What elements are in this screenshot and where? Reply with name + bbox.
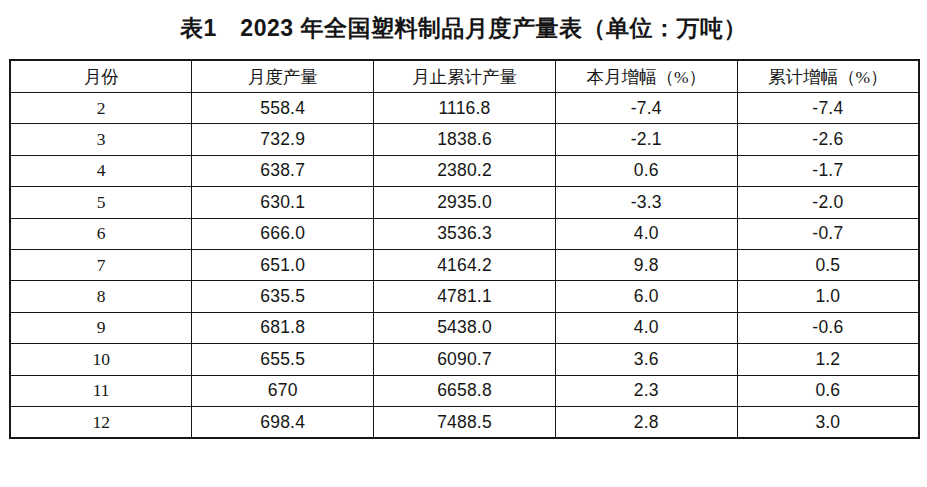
table-row: 4638.72380.20.6-1.7 — [10, 155, 919, 186]
cell-monthly-growth-pct: 6.0 — [555, 281, 737, 312]
cell-cumulative-output: 7488.5 — [374, 406, 556, 438]
cell-month: 7 — [10, 249, 192, 280]
cell-monthly-growth-pct: 4.0 — [555, 218, 737, 249]
table-row: 116706658.82.30.6 — [10, 375, 919, 406]
cell-monthly-growth-pct: 2.3 — [555, 375, 737, 406]
cell-month: 11 — [10, 375, 192, 406]
cell-cumulative-output: 6090.7 — [374, 344, 556, 375]
cell-cumulative-output: 4781.1 — [374, 281, 556, 312]
cell-cumulative-growth-pct: 1.0 — [737, 281, 919, 312]
cell-month: 10 — [10, 344, 192, 375]
table-row: 7651.04164.29.80.5 — [10, 249, 919, 280]
cell-monthly-output: 630.1 — [192, 187, 374, 218]
column-header-monthly-output: 月度产量 — [192, 60, 374, 93]
table-row: 12698.47488.52.83.0 — [10, 406, 919, 438]
cell-monthly-output: 732.9 — [192, 124, 374, 155]
cell-cumulative-growth-pct: -7.4 — [737, 93, 919, 124]
cell-cumulative-growth-pct: -0.6 — [737, 312, 919, 343]
cell-month: 3 — [10, 124, 192, 155]
table-header-row: 月份月度产量月止累计产量本月增幅（%）累计增幅（%） — [10, 60, 919, 93]
cell-cumulative-growth-pct: 1.2 — [737, 344, 919, 375]
column-header-monthly-growth-pct: 本月增幅（%） — [555, 60, 737, 93]
column-header-cumulative-output: 月止累计产量 — [374, 60, 556, 93]
table-row: 9681.85438.04.0-0.6 — [10, 312, 919, 343]
cell-monthly-output: 651.0 — [192, 249, 374, 280]
cell-cumulative-output: 3536.3 — [374, 218, 556, 249]
table-row: 6666.03536.34.0-0.7 — [10, 218, 919, 249]
cell-month: 5 — [10, 187, 192, 218]
document-page: 表1 2023 年全国塑料制品月度产量表（单位：万吨） 月份月度产量月止累计产量… — [0, 0, 927, 487]
cell-cumulative-growth-pct: -1.7 — [737, 155, 919, 186]
cell-monthly-output: 698.4 — [192, 406, 374, 438]
cell-monthly-growth-pct: -2.1 — [555, 124, 737, 155]
column-header-month: 月份 — [10, 60, 192, 93]
table-row: 5630.12935.0-3.3-2.0 — [10, 187, 919, 218]
table-row: 2558.41116.8-7.4-7.4 — [10, 93, 919, 124]
cell-monthly-growth-pct: 4.0 — [555, 312, 737, 343]
cell-monthly-growth-pct: -3.3 — [555, 187, 737, 218]
column-header-cumulative-growth-pct: 累计增幅（%） — [737, 60, 919, 93]
cell-cumulative-growth-pct: -2.6 — [737, 124, 919, 155]
cell-monthly-growth-pct: 3.6 — [555, 344, 737, 375]
cell-cumulative-output: 2935.0 — [374, 187, 556, 218]
cell-cumulative-growth-pct: 3.0 — [737, 406, 919, 438]
cell-monthly-output: 666.0 — [192, 218, 374, 249]
cell-cumulative-growth-pct: -2.0 — [737, 187, 919, 218]
cell-cumulative-growth-pct: 0.5 — [737, 249, 919, 280]
cell-monthly-growth-pct: -7.4 — [555, 93, 737, 124]
cell-month: 2 — [10, 93, 192, 124]
cell-cumulative-growth-pct: -0.7 — [737, 218, 919, 249]
production-table: 月份月度产量月止累计产量本月增幅（%）累计增幅（%） 2558.41116.8-… — [9, 59, 920, 439]
table-row: 10655.56090.73.61.2 — [10, 344, 919, 375]
cell-month: 6 — [10, 218, 192, 249]
cell-monthly-output: 638.7 — [192, 155, 374, 186]
cell-month: 4 — [10, 155, 192, 186]
cell-monthly-output: 558.4 — [192, 93, 374, 124]
table-title: 表1 2023 年全国塑料制品月度产量表（单位：万吨） — [0, 0, 927, 44]
cell-cumulative-output: 4164.2 — [374, 249, 556, 280]
cell-monthly-output: 681.8 — [192, 312, 374, 343]
cell-monthly-growth-pct: 2.8 — [555, 406, 737, 438]
table-row: 8635.54781.16.01.0 — [10, 281, 919, 312]
cell-month: 8 — [10, 281, 192, 312]
cell-cumulative-output: 5438.0 — [374, 312, 556, 343]
cell-cumulative-output: 6658.8 — [374, 375, 556, 406]
cell-monthly-output: 670 — [192, 375, 374, 406]
cell-cumulative-output: 1116.8 — [374, 93, 556, 124]
cell-month: 12 — [10, 406, 192, 438]
cell-monthly-output: 655.5 — [192, 344, 374, 375]
cell-monthly-growth-pct: 9.8 — [555, 249, 737, 280]
cell-cumulative-growth-pct: 0.6 — [737, 375, 919, 406]
table-body: 2558.41116.8-7.4-7.43732.91838.6-2.1-2.6… — [10, 93, 919, 439]
cell-cumulative-output: 2380.2 — [374, 155, 556, 186]
cell-monthly-growth-pct: 0.6 — [555, 155, 737, 186]
cell-monthly-output: 635.5 — [192, 281, 374, 312]
cell-month: 9 — [10, 312, 192, 343]
cell-cumulative-output: 1838.6 — [374, 124, 556, 155]
table-row: 3732.91838.6-2.1-2.6 — [10, 124, 919, 155]
